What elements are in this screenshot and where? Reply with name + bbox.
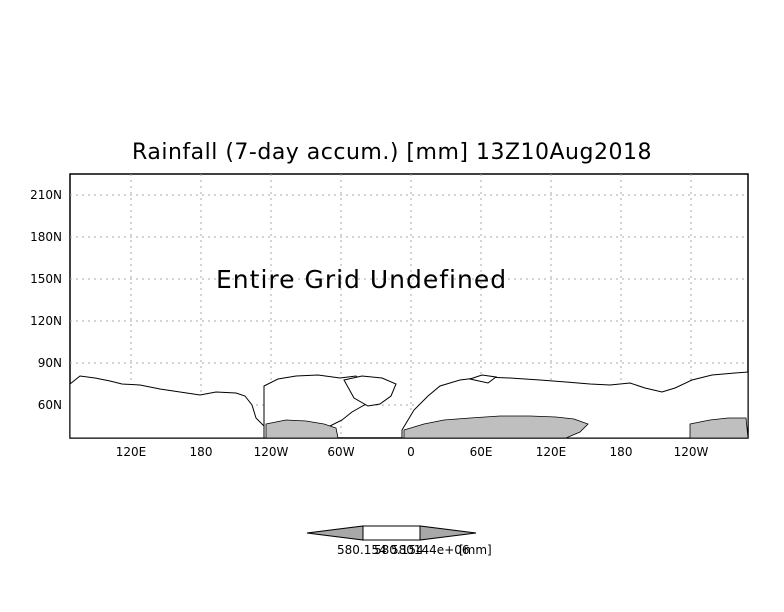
y-tick-label: 210N [30,188,62,202]
x-tick-label: 120W [674,445,709,459]
svalbard-island [468,374,498,384]
colorbar-label: 580.154 [374,543,424,557]
undefined-grid-message: Entire Grid Undefined [216,265,507,294]
colorbar-label: 580.154 [337,543,387,557]
x-axis-labels: 120E 180 120W 60W 0 60E 120E 180 120W [116,445,709,459]
x-tick-label: 180 [610,445,633,459]
map-title: Rainfall (7-day accum.) [mm] 13Z10Aug201… [132,140,652,165]
colorbar-right-arrow [419,525,477,541]
x-tick-label: 60E [470,445,493,459]
shaded-north-america [265,419,339,439]
greenland-landmass [343,375,397,407]
y-tick-label: 120N [30,314,62,328]
x-tick-label: 120E [116,445,147,459]
colorbar-units: [mm] [459,543,492,557]
y-tick-label: 150N [30,272,62,286]
colorbar-labels: 580.154 580.154 580144e+06 [mm] [337,543,492,557]
x-tick-label: 60W [327,445,354,459]
colorbar-left-arrow [306,525,364,541]
x-tick-label: 180 [190,445,213,459]
y-tick-label: 180N [30,230,62,244]
colorbar-center-box [362,525,421,541]
x-tick-label: 120E [536,445,567,459]
colorbar-label: 580144e+06 [391,543,470,557]
colorbar [306,525,477,541]
x-tick-label: 120W [254,445,289,459]
y-axis-labels: 210N 180N 150N 120N 90N 60N [30,188,62,412]
shaded-north-america-east [689,417,749,439]
shaded-europe-asia [403,415,589,439]
y-tick-label: 60N [38,398,62,412]
y-tick-label: 90N [38,356,62,370]
x-tick-label: 0 [407,445,415,459]
shaded-land-regions [265,415,749,439]
